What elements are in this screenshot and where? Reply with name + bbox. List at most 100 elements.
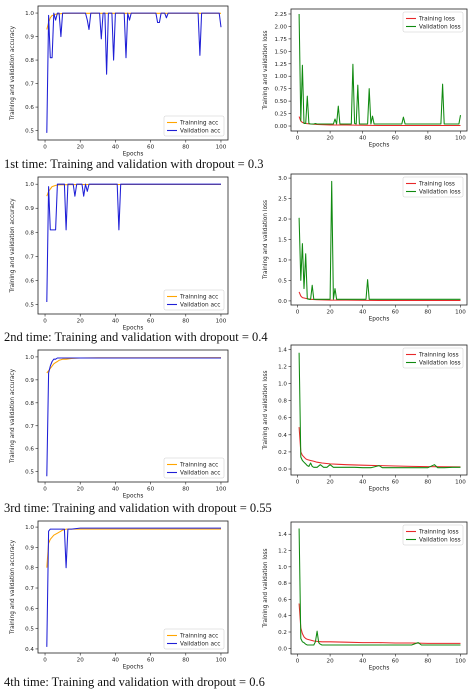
x-tick-label: 20 [77, 487, 85, 493]
series-line-validation [46, 183, 221, 303]
x-tick-label: 100 [455, 136, 466, 142]
x-tick-label: 60 [392, 659, 400, 665]
x-tick-label: 80 [424, 136, 432, 142]
y-tick-label: 0.50 [275, 99, 288, 105]
y-axis-label: Training and validation loss [263, 30, 269, 110]
y-tick-label: 0.4 [278, 433, 287, 439]
loss-chart-dropout-0-6: 0 20 40 60 80 100 0.0 0.2 0.4 0.6 0.8 1.0 1.2 1.4 Epoc… [263, 521, 468, 672]
legend-box [402, 176, 464, 198]
x-axis-label: Epochs [123, 494, 144, 500]
y-tick-label: 0.4 [25, 647, 34, 653]
x-tick-label: 0 [43, 145, 47, 151]
y-tick-label: 0.8 [278, 399, 287, 405]
accuracy-chart-dropout-0-3: 0 20 40 60 80 100 0.5 0.6 0.7 0.8 0.9 1.0 Epochs Trai… [10, 5, 229, 158]
y-tick-label: 0.5 [278, 278, 287, 284]
x-tick-label: 60 [147, 145, 155, 151]
x-tick-label: 0 [43, 658, 47, 664]
y-tick-label: 0.5 [25, 302, 34, 308]
plot-frame [37, 176, 229, 315]
x-tick-label: 80 [182, 487, 190, 493]
y-tick-label: 1.0 [25, 182, 34, 188]
x-tick-label: 20 [327, 136, 335, 142]
y-tick-label: 0.0 [278, 467, 287, 473]
loss-chart-dropout-0-3: 0 20 40 60 80 100 0.00 0.25 0.50 0.75 1.00 1.25 1.50… [263, 8, 468, 149]
x-tick-label: 20 [327, 310, 335, 316]
y-tick-label: 0.9 [25, 206, 34, 212]
x-tick-label: 100 [455, 659, 466, 665]
legend-box [402, 524, 464, 546]
y-tick-label: 1.25 [275, 62, 288, 68]
x-tick-label: 20 [77, 145, 85, 151]
y-tick-label: 0.5 [25, 129, 34, 135]
x-tick-label: 20 [77, 319, 85, 325]
y-tick-label: 1.0 [25, 525, 34, 531]
y-tick-label: 1.50 [275, 49, 288, 55]
x-tick-label: 0 [296, 659, 300, 665]
y-tick-label: 1.75 [275, 37, 288, 43]
y-tick-label: 0.6 [25, 447, 34, 453]
y-tick-label: 0.7 [25, 424, 34, 430]
x-axis-label: Epochs [369, 143, 390, 149]
y-tick-label: 0.5 [25, 470, 34, 476]
x-tick-label: 0 [43, 487, 47, 493]
loss-chart-dropout-0-55: 0 20 40 60 80 100 0.0 0.2 0.4 0.6 0.8 1.0 1.2 1.4 Epoc… [263, 344, 468, 493]
legend-label: Training loss [418, 17, 455, 23]
legend-label: Vaildation acc [180, 303, 220, 309]
caption-dropout-0-4: 2nd time: Training and validation with d… [4, 330, 268, 344]
y-tick-label: 0.6 [25, 278, 34, 284]
legend-label: Validation loss [419, 25, 461, 31]
x-tick-label: 0 [296, 136, 300, 142]
plot-frame [290, 8, 468, 132]
series-line-training [298, 603, 461, 644]
x-tick-label: 40 [112, 658, 120, 664]
y-axis-label: Training and validation accuracy [10, 25, 16, 121]
y-tick-label: 2.0 [278, 217, 287, 223]
y-axis-label: Training and validation accuracy [10, 198, 16, 294]
x-tick-label: 80 [424, 480, 432, 486]
legend-label: Trainning acc [179, 634, 218, 640]
series-line-validation [46, 12, 222, 133]
y-tick-label: 0.7 [25, 82, 34, 88]
x-axis-label: Epochs [369, 487, 390, 493]
y-tick-label: 0.4 [278, 614, 287, 620]
x-tick-label: 80 [424, 659, 432, 665]
x-tick-label: 40 [112, 319, 120, 325]
y-tick-label: 1.4 [278, 532, 287, 538]
x-tick-label: 60 [147, 487, 155, 493]
legend-label: Trainning acc [179, 295, 218, 301]
y-tick-label: 0.8 [278, 581, 287, 587]
y-tick-label: 0.00 [275, 124, 288, 130]
y-tick-label: 2.25 [275, 12, 288, 18]
x-tick-label: 100 [216, 487, 227, 493]
x-axis-label: Epochs [369, 666, 390, 672]
y-tick-label: 0.6 [25, 105, 34, 111]
y-tick-label: 2.00 [275, 24, 288, 30]
y-tick-label: 0.6 [25, 606, 34, 612]
legend-box [402, 347, 464, 369]
series-line-training [46, 357, 222, 374]
x-tick-label: 100 [455, 480, 466, 486]
y-tick-label: 0.75 [275, 87, 288, 93]
x-tick-label: 0 [43, 319, 47, 325]
legend-label: Trainning loss [418, 353, 459, 359]
y-tick-label: 0.6 [278, 597, 287, 603]
legend-label: Training loss [418, 182, 455, 188]
caption-dropout-0-55: 3rd time: Training and validation with d… [4, 501, 272, 515]
legend-box [163, 628, 225, 650]
y-tick-label: 0.5 [25, 627, 34, 633]
accuracy-chart-dropout-0-55: 0 20 40 60 80 100 0.5 0.6 0.7 0.8 0.9 1.0 Epochs Trai… [10, 349, 229, 500]
x-tick-label: 20 [77, 658, 85, 664]
series-line-validation [298, 528, 461, 646]
x-tick-label: 20 [327, 480, 335, 486]
caption-dropout-0-6: 4th time: Training and validation with d… [4, 675, 265, 689]
y-tick-label: 0.8 [25, 401, 34, 407]
x-tick-label: 40 [359, 310, 367, 316]
x-tick-label: 60 [392, 136, 400, 142]
x-tick-label: 20 [327, 659, 335, 665]
x-tick-label: 80 [182, 145, 190, 151]
x-tick-label: 40 [359, 480, 367, 486]
y-axis-label: Training and validation loss [263, 200, 269, 280]
y-tick-label: 0.8 [25, 566, 34, 572]
x-tick-label: 40 [359, 659, 367, 665]
x-tick-label: 0 [296, 310, 300, 316]
